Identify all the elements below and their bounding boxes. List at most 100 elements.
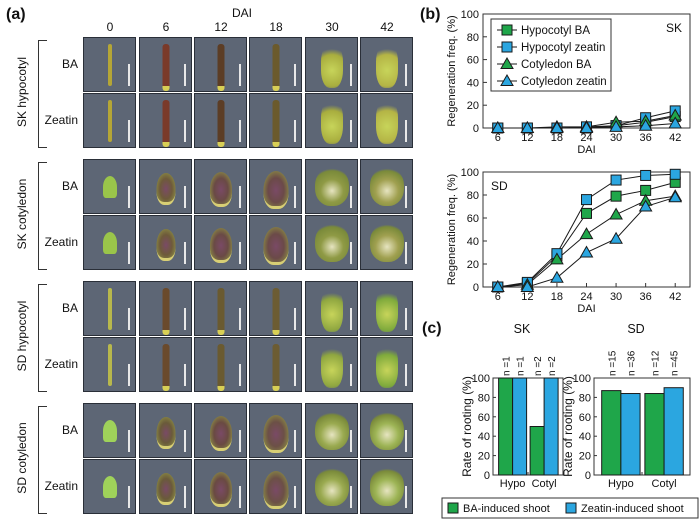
explant-specimen [314,468,349,506]
legend-marker [501,24,513,36]
explant-specimen [375,344,398,388]
explant-specimen [107,288,112,330]
scale-bar [128,364,130,386]
explant-specimen [102,232,117,254]
scale-bar [350,308,352,330]
scale-bar [239,242,241,264]
group-label: SK cotyledon [15,178,29,250]
bar [620,393,641,476]
treatment-row-label: BA [61,423,78,437]
explant-photo [360,93,413,148]
explant-specimen [107,100,112,142]
x-tick-label: 42 [669,132,681,144]
scale-bar [128,242,130,264]
explant-photo [305,281,358,336]
y-tick-label: 100 [573,373,591,385]
dai-column-header: 6 [162,20,170,34]
x-tick-label: 6 [495,132,501,144]
x-category-label: Cotyl [652,478,677,490]
rooting-legend: BA-induced shoot Zeatin-induced shoot [441,497,699,519]
explant-photo [249,281,302,336]
data-point [581,194,592,206]
explant-specimen [209,172,232,207]
scale-bar [350,242,352,264]
explant-photo [83,159,136,214]
explant-specimen [217,100,224,147]
explant-specimen [369,168,404,206]
data-point [550,252,564,265]
x-category-label: Hypo [608,478,634,490]
explant-photo [305,159,358,214]
scale-bar [128,486,130,508]
sample-size-label: n =2 [547,356,558,376]
sample-size-label: n =1 [516,356,527,376]
data-point [669,168,681,180]
legend-entry: Zeatin-induced shoot [581,503,684,515]
data-point [668,190,683,203]
y-tick-label: 40 [579,431,591,443]
data-point [520,120,535,133]
y-tick-label: 60 [467,213,479,225]
y-tick-label: 40 [478,431,490,443]
data-point [520,279,535,292]
scale-bar [128,430,130,452]
explant-specimen [375,100,398,144]
explant-photo [305,337,358,392]
y-tick-label: 80 [467,190,479,202]
explant-specimen [107,44,112,86]
explant-specimen [102,420,117,442]
data-point [579,227,594,240]
scale-bar [405,120,407,142]
scale-bar [239,120,241,142]
bar [601,390,622,476]
explant-specimen [209,228,232,263]
explant-specimen [272,288,279,335]
explant-photo [305,459,358,514]
explant-photo [83,281,136,336]
treatment-row-label: BA [61,57,78,71]
y-tick-label: 60 [467,55,479,67]
scale-bar [128,120,130,142]
explant-photo [139,403,192,458]
scale-bar [184,120,186,142]
data-point [610,190,622,202]
explant-photo [249,459,302,514]
explant-specimen [209,416,232,451]
explant-photo [83,403,136,458]
bar [512,377,528,476]
scale-bar [239,486,241,508]
data-point [609,119,623,132]
group-label: SD cotyledon [15,422,29,494]
scale-bar [128,186,130,208]
explant-photo [305,93,358,148]
treatment-row-label: BA [61,301,78,315]
explant-specimen [263,227,288,265]
explant-photo [305,403,358,458]
explant-specimen [320,344,343,388]
explant-photo [249,403,302,458]
group-bracket [38,406,47,514]
explant-photo [83,93,136,148]
legend-marker [500,73,514,86]
scale-bar [239,186,241,208]
treatment-row-label: Zeatin [44,235,78,249]
explant-specimen [369,468,404,506]
scale-bar [294,486,296,508]
explant-specimen [156,229,175,261]
explant-specimen [209,472,232,507]
explant-photo [83,459,136,514]
data-point [640,169,652,181]
sample-size-label: n =15 [607,350,618,376]
explant-specimen [156,417,175,449]
explant-photo [83,37,136,92]
chart-title: SK [666,21,682,35]
scale-bar [184,430,186,452]
legend: Hypocotyl BA Hypocotyl zeatin Cotyledon BA… [490,18,612,92]
x-tick-label: 24 [580,132,592,144]
y-tick-label: 20 [467,259,479,271]
explant-photo [83,337,136,392]
bar [498,377,514,476]
x-axis-label: DAI [577,144,595,155]
explant-specimen [162,44,169,91]
explant-photo [305,215,358,270]
